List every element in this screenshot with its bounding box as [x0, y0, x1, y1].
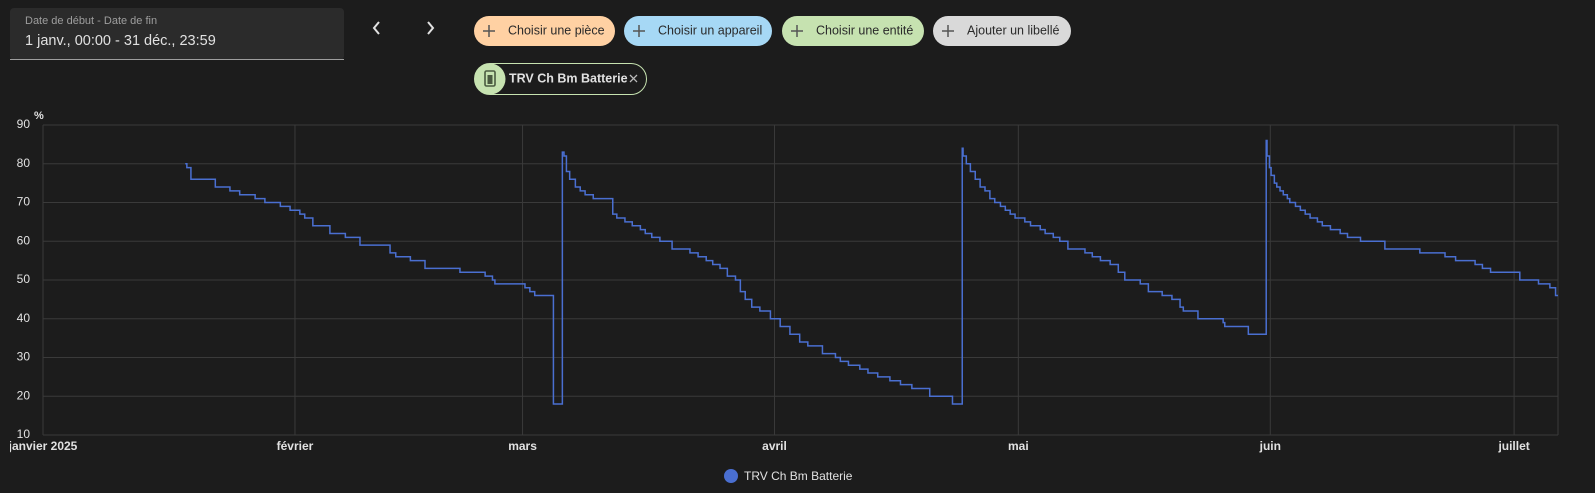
prev-button[interactable] [372, 21, 380, 35]
x-axis-labels: janvier 2025 février mars avril mai juin juill… [8, 439, 1530, 453]
chart: 10 20 30 40 50 60 70 80 90 janvier 2025 février mar… [8, 117, 1559, 483]
chip-bg [782, 16, 924, 46]
chip-bg [474, 16, 615, 46]
y-tick-label: 80 [17, 156, 31, 170]
x-tick-label: avril [762, 439, 787, 453]
plus-icon [791, 25, 803, 37]
date-label: Date de début - Date de fin [25, 15, 157, 27]
filter-chip[interactable]: Choisir un appareil [624, 16, 772, 46]
y-tick-label: 50 [17, 272, 31, 286]
plus-icon [483, 25, 495, 37]
series-line [185, 139, 1558, 405]
y-tick-label: 60 [17, 233, 31, 247]
y-tick-label: 10 [17, 427, 31, 441]
chip-label: TRV Ch Bm Batterie [509, 71, 628, 85]
x-tick-label: juin [1259, 439, 1281, 453]
plus-icon [942, 25, 954, 37]
date-range: 1 janv., 00:00 - 31 déc., 23:59 [25, 33, 216, 49]
x-tick-label: janvier 2025 [8, 439, 78, 453]
chip-bg [933, 16, 1071, 46]
chip-bg [624, 16, 772, 46]
y-tick-label: 20 [17, 388, 31, 402]
y-unit: % [34, 110, 44, 122]
filter-chip[interactable]: Ajouter un libellé [933, 16, 1071, 46]
y-tick-label: 40 [17, 311, 31, 325]
next-button[interactable] [427, 21, 435, 35]
chip-label: Ajouter un libellé [967, 23, 1059, 37]
legend-label: TRV Ch Bm Batterie [744, 469, 853, 483]
date-field[interactable] [10, 8, 344, 60]
chip-label: Choisir une pièce [508, 23, 605, 37]
filter-chip[interactable]: Choisir une entité [782, 16, 924, 46]
x-tick-label: juillet [1497, 439, 1529, 453]
y-tick-label: 90 [17, 117, 31, 131]
x-tick-label: février [277, 439, 314, 453]
filter-chip[interactable]: Choisir une pièce [474, 16, 615, 46]
y-tick-label: 70 [17, 195, 31, 209]
y-tick-label: 30 [17, 350, 31, 364]
chip-label: Choisir une entité [816, 23, 913, 37]
battery-icon [484, 70, 496, 87]
battery-level [487, 75, 493, 84]
chip-label: Choisir un appareil [658, 23, 762, 37]
legend-swatch[interactable] [724, 469, 738, 483]
selected-chip[interactable]: TRV Ch Bm Batterie [474, 63, 647, 95]
remove-chip[interactable] [629, 74, 638, 83]
x-tick-label: mars [508, 439, 537, 453]
plus-icon [633, 25, 645, 37]
date-picker[interactable]: Date de début - Date de fin 1 janv., 00:… [10, 8, 344, 60]
x-tick-label: mai [1008, 439, 1029, 453]
